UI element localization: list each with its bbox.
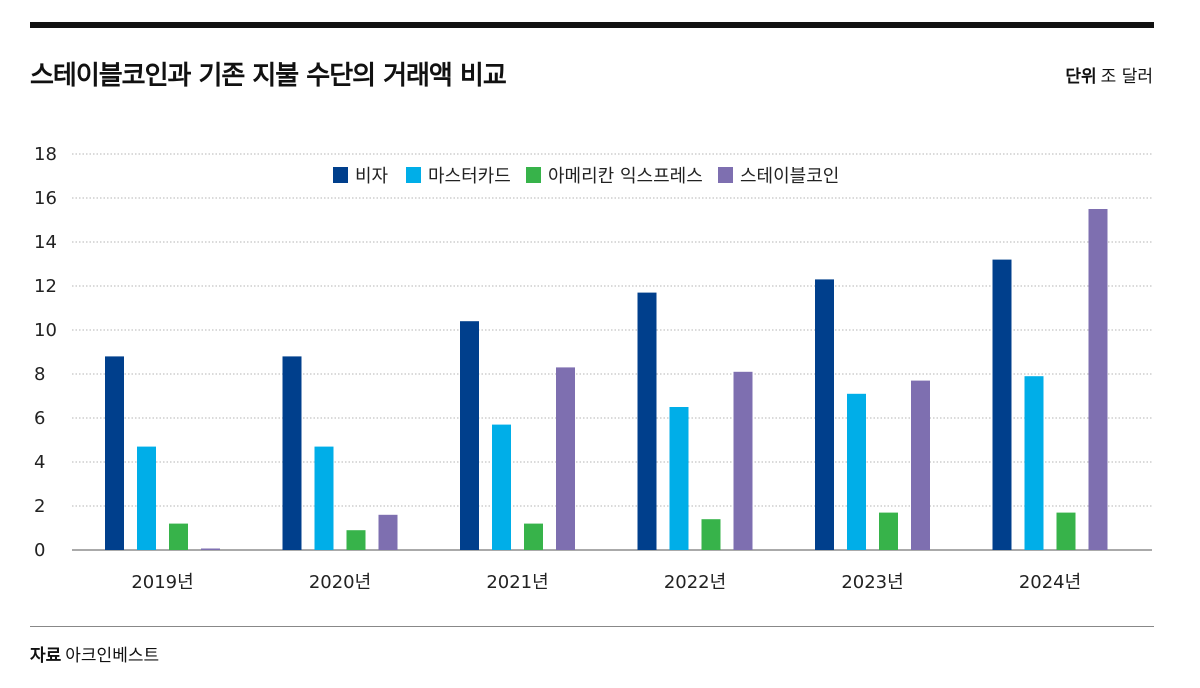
y-tick-label: 14 bbox=[34, 232, 57, 253]
source-label: 자료 bbox=[30, 646, 62, 666]
y-tick-label: 8 bbox=[34, 364, 45, 385]
source-note: 자료 아크인베스트 bbox=[30, 641, 159, 666]
bar bbox=[637, 292, 657, 550]
bar bbox=[669, 407, 689, 550]
bar bbox=[733, 371, 753, 550]
y-tick-label: 6 bbox=[34, 408, 45, 429]
x-axis-ticks: 2019년 2020년 2021년 2022년 2023년 2024년 bbox=[131, 572, 1081, 593]
x-tick-label: 2019년 bbox=[131, 572, 193, 593]
bar bbox=[1056, 512, 1076, 550]
bars bbox=[105, 209, 1108, 550]
y-tick-label: 10 bbox=[34, 320, 57, 341]
bar bbox=[1088, 209, 1108, 550]
bar bbox=[314, 446, 334, 550]
bar bbox=[460, 321, 479, 550]
bar bbox=[201, 548, 220, 550]
bar bbox=[556, 367, 575, 550]
legend-label: 마스터카드 bbox=[428, 166, 511, 187]
unit-note: 단위 조 달러 bbox=[1065, 62, 1153, 87]
bar bbox=[847, 393, 866, 550]
y-tick-label: 4 bbox=[34, 452, 45, 473]
gridlines bbox=[72, 153, 1152, 551]
unit-value: 조 달러 bbox=[1100, 67, 1153, 87]
bar bbox=[815, 279, 834, 550]
x-tick-label: 2022년 bbox=[664, 572, 726, 593]
legend-label: 스테이블코인 bbox=[740, 166, 839, 187]
legend: 비자 마스터카드 아메리칸 익스프레스 스테이블코인 bbox=[333, 166, 839, 187]
bar bbox=[701, 519, 721, 550]
y-axis-ticks: 0 2 4 6 8 10 12 14 16 18 bbox=[34, 144, 57, 561]
bar bbox=[169, 523, 188, 550]
bar bbox=[282, 356, 302, 550]
legend-swatch bbox=[718, 167, 733, 183]
bar bbox=[879, 512, 898, 550]
y-tick-label: 16 bbox=[34, 188, 57, 209]
bottom-rule bbox=[30, 626, 1154, 627]
bar bbox=[992, 259, 1012, 550]
unit-label: 단위 bbox=[1065, 67, 1097, 87]
x-tick-label: 2023년 bbox=[841, 572, 903, 593]
bar bbox=[524, 523, 543, 550]
legend-label: 아메리칸 익스프레스 bbox=[548, 166, 703, 187]
legend-swatch bbox=[333, 167, 348, 183]
legend-label: 비자 bbox=[355, 166, 389, 187]
y-tick-label: 0 bbox=[34, 540, 45, 561]
bar bbox=[346, 530, 366, 550]
x-tick-label: 2020년 bbox=[309, 572, 371, 593]
x-tick-label: 2024년 bbox=[1019, 572, 1081, 593]
x-tick-label: 2021년 bbox=[486, 572, 548, 593]
source-value: 아크인베스트 bbox=[65, 646, 160, 666]
bar bbox=[378, 514, 398, 550]
legend-swatch bbox=[526, 167, 541, 183]
bar bbox=[492, 424, 511, 550]
bar bbox=[911, 380, 930, 550]
bar bbox=[105, 356, 124, 550]
y-tick-label: 12 bbox=[34, 276, 57, 297]
bar bbox=[137, 446, 156, 550]
y-tick-label: 18 bbox=[34, 144, 57, 165]
chart-title: 스테이블코인과 기존 지불 수단의 거래액 비교 bbox=[30, 61, 507, 91]
bar bbox=[1024, 376, 1044, 550]
top-rule bbox=[30, 22, 1154, 28]
y-tick-label: 2 bbox=[34, 496, 45, 517]
legend-swatch bbox=[406, 167, 421, 183]
